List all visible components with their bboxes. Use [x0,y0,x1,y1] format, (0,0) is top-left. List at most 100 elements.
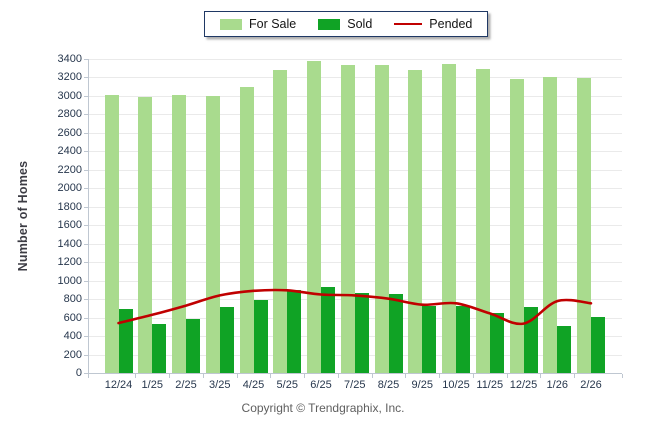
y-axis-tick [84,244,88,245]
y-tick-label: 2000 [57,182,82,194]
gridline [88,96,622,97]
y-axis-tick [84,373,88,374]
bar-for-sale [273,70,288,373]
bar-sold [489,313,504,373]
y-tick-label: 800 [63,293,82,305]
gridline [88,59,622,60]
y-tick-label: 3000 [57,90,82,102]
bar-for-sale [577,78,591,373]
y-axis-line [88,59,89,374]
x-axis-tick [622,374,623,378]
y-tick-label: 200 [63,349,82,361]
pended-legend-swatch-icon [394,23,423,25]
gridline [88,207,622,208]
y-tick-label: 1000 [57,275,82,287]
bar-for-sale [543,77,558,373]
bar-for-sale [205,96,220,373]
legend-item-for-sale: For Sale [220,17,296,31]
y-tick-label: 1600 [57,219,82,231]
bar-for-sale [239,87,254,373]
x-axis-tick [574,374,575,378]
x-tick-label: 1/26 [546,379,568,391]
y-axis-tick [84,318,88,319]
y-axis-title: Number of Homes [16,160,30,272]
y-axis-tick [84,59,88,60]
x-axis-tick [507,374,508,378]
y-axis-tick [84,225,88,226]
x-axis-tick [88,374,89,378]
y-tick-label: 3200 [57,71,82,83]
y-axis-tick [84,170,88,171]
bar-sold [118,309,133,373]
gridline [88,262,622,263]
y-tick-label: 0 [75,367,82,379]
bar-sold [557,326,572,373]
y-tick-label: 1200 [57,256,82,268]
y-axis-tick [84,151,88,152]
bar-sold [152,324,167,373]
bar-sold [591,317,605,373]
y-axis-tick [84,355,88,356]
x-axis-tick [540,374,541,378]
gridline [88,170,622,171]
sold-legend-swatch-icon [318,18,341,30]
x-tick-label: 3/25 [209,379,231,391]
x-tick-label: 7/25 [344,379,366,391]
x-tick-label: 5/25 [276,379,298,391]
y-tick-label: 600 [63,312,82,324]
y-tick-label: 2800 [57,108,82,120]
bar-for-sale [138,97,153,373]
x-tick-label: 12/25 [509,379,538,391]
bar-sold [422,306,437,373]
y-axis-tick [84,336,88,337]
gridline [88,281,622,282]
y-axis-tick [84,262,88,263]
bar-for-sale [374,65,389,373]
x-axis-tick [270,374,271,378]
bar-sold [321,287,335,373]
x-tick-label: 1/25 [141,379,163,391]
x-tick-label: 6/25 [310,379,332,391]
x-axis-tick [304,374,305,378]
x-tick-label: 12/24 [104,379,133,391]
x-tick-label: 2/26 [580,379,602,391]
legend-label-sold: Sold [347,17,373,31]
y-tick-label: 2200 [57,164,82,176]
bar-for-sale [509,79,524,373]
gridline [88,244,622,245]
x-axis-tick [405,374,406,378]
legend-label-for-sale: For Sale [249,17,297,31]
y-axis-tick [84,188,88,189]
y-axis-tick [84,133,88,134]
x-tick-label: 8/25 [377,379,400,391]
x-axis-tick [237,374,238,378]
x-tick-label: 2/25 [175,379,197,391]
y-tick-label: 400 [63,330,82,342]
y-tick-label: 3400 [57,53,82,65]
chart-legend: For Sale Sold Pended [204,11,489,37]
y-tick-label: 2600 [57,127,82,139]
bar-sold [287,290,302,373]
y-tick-label: 2400 [57,145,82,157]
x-tick-label: 10/25 [442,379,470,391]
bar-for-sale [340,65,355,373]
y-tick-label: 1400 [57,238,82,250]
bar-sold [354,293,369,373]
bar-sold [186,319,200,373]
bar-sold [523,307,538,373]
y-axis-tick [84,299,88,300]
x-axis-tick [338,374,339,378]
x-tick-label: 9/25 [411,379,433,391]
gridline [88,151,622,152]
x-tick-label: 4/25 [242,379,265,391]
bar-for-sale [408,70,423,373]
copyright-text: Copyright © Trendgraphix, Inc. [241,401,405,415]
y-axis-tick [84,207,88,208]
gridline [88,188,622,189]
bar-for-sale [104,95,119,373]
x-axis-tick [473,374,474,378]
x-axis-tick [169,374,170,378]
legend-item-pended: Pended [394,17,472,31]
bar-for-sale [307,61,321,373]
